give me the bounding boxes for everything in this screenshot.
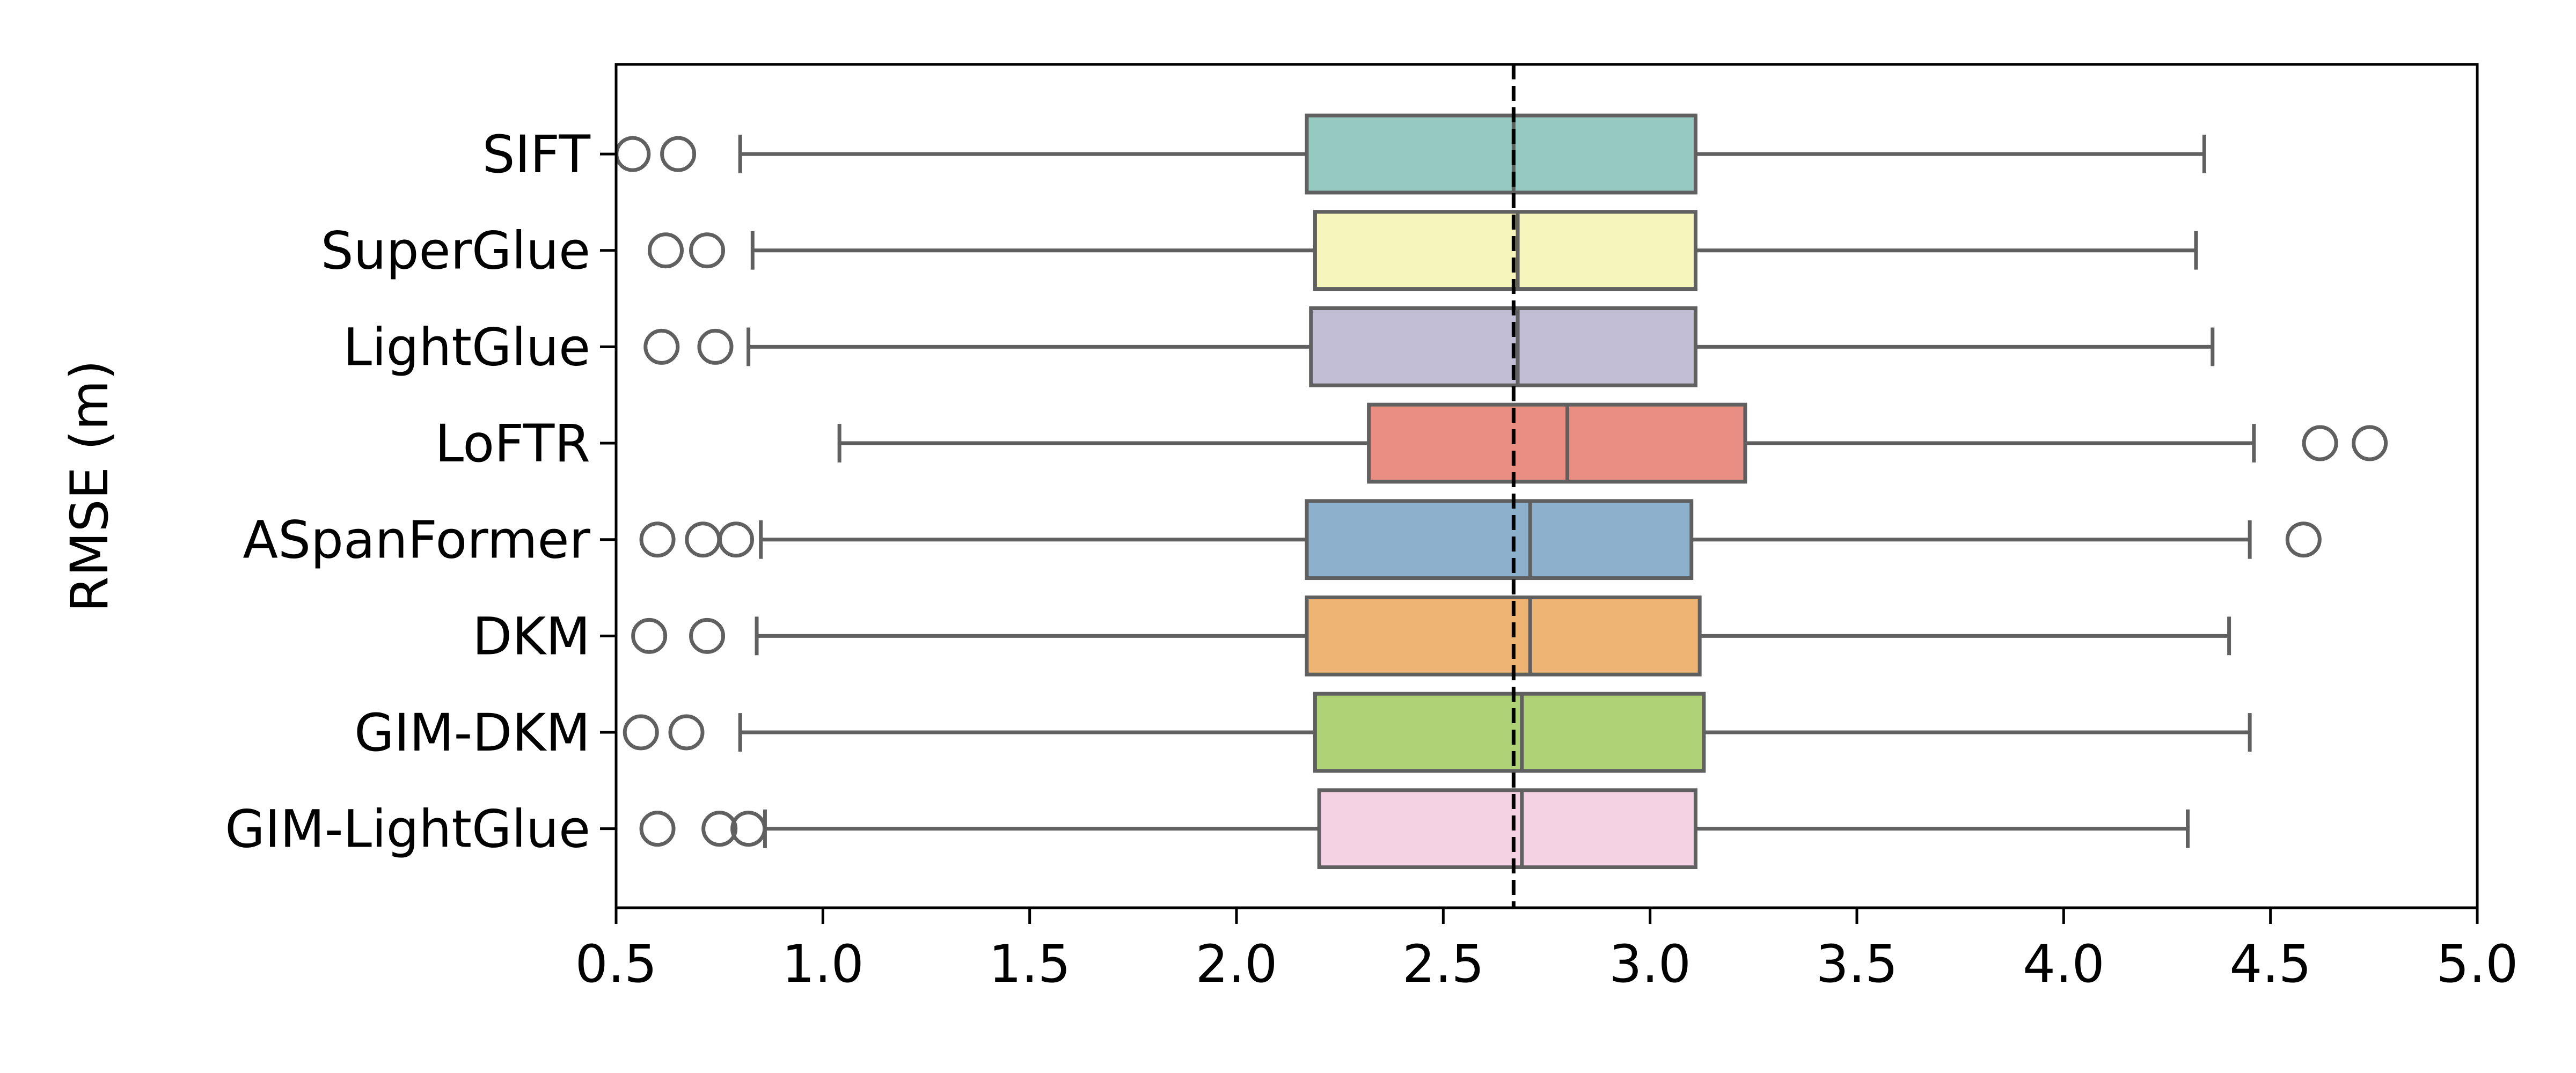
iqr-box <box>1309 306 1697 387</box>
outlier-point <box>701 811 738 847</box>
outlier-point <box>689 232 726 269</box>
outlier-point <box>660 136 697 172</box>
x-tick-label: 3.5 <box>1816 934 1898 994</box>
box-gim-lightglue <box>639 788 2190 870</box>
box-dkm <box>631 596 2231 677</box>
plot-frame <box>614 63 2479 909</box>
outlier-point <box>668 714 705 751</box>
y-tick-label: DKM <box>472 606 590 666</box>
box-superglue <box>647 210 2198 291</box>
x-tick-label: 5.0 <box>2436 934 2519 994</box>
iqr-box <box>1305 596 1702 677</box>
outlier-point <box>639 811 676 847</box>
x-axis: 0.5 1.0 1.5 2.0 2.5 3.0 3.5 4.0 4.5 5.0 <box>575 908 2519 994</box>
iqr-box <box>1313 692 1706 773</box>
iqr-box <box>1317 788 1697 870</box>
outlier-point <box>2285 521 2322 558</box>
iqr-box <box>1367 402 1747 484</box>
y-axis: SIFT SuperGlue LightGlue LoFTR ASpanFormer DK… <box>225 124 616 859</box>
boxes-layer <box>614 113 2388 870</box>
iqr-box <box>1305 499 1694 580</box>
outlier-point <box>689 618 726 654</box>
y-tick-label: LightGlue <box>343 317 590 377</box>
x-tick-label: 1.0 <box>782 934 864 994</box>
outlier-point <box>643 328 680 365</box>
x-tick-label: 0.5 <box>575 934 657 994</box>
y-tick-label: SIFT <box>482 124 591 185</box>
y-tick-label: SuperGlue <box>321 221 590 281</box>
box-loftr <box>837 402 2388 484</box>
outlier-point <box>639 521 676 558</box>
x-tick-label: 4.5 <box>2229 934 2311 994</box>
x-tick-label: 2.5 <box>1402 934 1484 994</box>
y-tick-label: GIM-DKM <box>354 703 590 763</box>
y-axis-title: RMSE (m) <box>60 360 120 612</box>
outlier-point <box>697 328 734 365</box>
box-gim-dkm <box>623 692 2252 773</box>
y-tick-label: GIM-LightGlue <box>225 799 590 859</box>
outlier-point <box>2352 425 2388 461</box>
iqr-box <box>1313 210 1697 291</box>
box-aspanformer <box>639 499 2322 580</box>
outlier-point <box>718 521 754 558</box>
x-tick-label: 4.0 <box>2023 934 2105 994</box>
outlier-point <box>647 232 684 269</box>
y-tick-label: LoFTR <box>435 414 590 474</box>
outlier-point <box>623 714 659 751</box>
outlier-point <box>631 618 668 654</box>
x-tick-label: 2.0 <box>1196 934 1278 994</box>
outlier-point <box>2302 425 2338 461</box>
iqr-box <box>1305 113 1697 195</box>
x-tick-label: 1.5 <box>989 934 1071 994</box>
outlier-point <box>730 811 767 847</box>
box-lightglue <box>643 306 2215 387</box>
x-tick-label: 3.0 <box>1609 934 1691 994</box>
y-tick-label: ASpanFormer <box>243 510 590 570</box>
